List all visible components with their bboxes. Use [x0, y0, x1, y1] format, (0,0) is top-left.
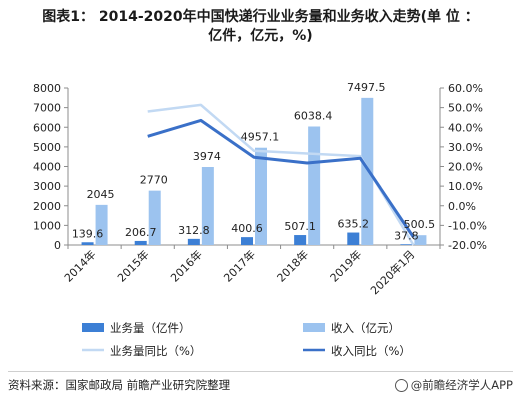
y-right-tick-label: -20.0%	[448, 239, 487, 252]
y-left-tick-label: 7000	[33, 102, 61, 115]
y-left-tick-label: 1000	[33, 219, 61, 232]
data-label-volume: 635.2	[338, 218, 370, 231]
legend-label-2: 业务量同比（%）	[110, 344, 201, 358]
data-label-volume: 507.1	[284, 220, 316, 233]
chart-canvas: 0 1000 2000 3000 4000 5000 6000 7000 8000 -20.0% -…	[33, 81, 487, 358]
footer-divider	[8, 371, 513, 372]
y-left-tick-label: 6000	[33, 121, 61, 134]
data-label-revenue: 6038.4	[294, 109, 333, 122]
bar-volume	[241, 237, 253, 245]
x-tick-label: 2018年	[274, 247, 311, 284]
y-right-tick-label: 10.0%	[448, 180, 483, 193]
legend-label-0: 业务量（亿件）	[110, 321, 191, 335]
brand-credit: @前瞻经济学人APP	[394, 377, 513, 393]
bar-revenue	[414, 235, 427, 245]
y-left-tick-label: 0	[54, 239, 61, 252]
data-label-volume: 139.6	[72, 227, 104, 240]
y-right-tick-label: 50.0%	[448, 102, 483, 115]
y-right-tick-label: 0.0%	[448, 200, 476, 213]
y-left-tick-label: 5000	[33, 141, 61, 154]
data-label-revenue: 500.5	[404, 218, 436, 231]
y-right-tick-label: 60.0%	[448, 82, 483, 95]
x-tick-label: 2017年	[221, 247, 258, 284]
bar-revenue	[361, 97, 374, 245]
x-tick-label: 2014年	[61, 247, 98, 284]
y-right-tick-label: 40.0%	[448, 121, 483, 134]
bar-volume	[134, 240, 147, 245]
data-label-revenue: 2045	[87, 188, 115, 201]
bar-revenue	[255, 147, 267, 245]
y-right-tick-label: 30.0%	[448, 141, 483, 154]
x-tick-label: 2020年1月	[367, 247, 417, 297]
bar-volume	[81, 242, 94, 245]
bar-revenue	[308, 126, 321, 245]
data-label-volume: 37.8	[394, 229, 419, 242]
bar-revenue	[148, 190, 161, 245]
y-right-tick-label: -10.0%	[448, 219, 487, 232]
data-label-volume: 312.8	[178, 224, 210, 237]
y-left-tick-label: 4000	[33, 161, 61, 174]
legend-label-1: 收入（亿元）	[331, 321, 400, 335]
bar-volume	[400, 244, 413, 245]
data-label-revenue: 7497.5	[347, 81, 386, 94]
y-left-tick-label: 2000	[33, 200, 61, 213]
bar-volume	[187, 238, 200, 245]
y-left-tick-label: 8000	[33, 82, 61, 95]
chart-title-line1: 图表1： 2014-2020年中国快递行业业务量和业务收入走势(单 位 ：	[42, 9, 479, 25]
data-label-revenue: 4957.1	[241, 131, 280, 144]
data-label-revenue: 2770	[140, 174, 168, 187]
brand-label: @前瞻经济学人APP	[410, 378, 513, 392]
data-label-revenue: 3974	[193, 150, 221, 163]
bar-revenue	[95, 204, 108, 245]
bar-revenue	[201, 167, 214, 245]
bar-volume	[294, 235, 307, 245]
legend-swatch-1	[303, 323, 325, 332]
legend-swatch-0	[82, 323, 104, 332]
x-tick-label: 2016年	[168, 247, 205, 284]
chart-title-line2: 亿件，亿元，%)	[208, 28, 313, 44]
x-tick-label: 2015年	[114, 247, 151, 284]
data-label-volume: 206.7	[125, 226, 157, 239]
bar-volume	[347, 232, 360, 245]
legend-label-3: 收入同比（%）	[331, 344, 411, 358]
x-tick-label: 2019年	[327, 247, 364, 284]
brand-logo-icon	[394, 379, 408, 392]
y-right-tick-label: 20.0%	[448, 161, 483, 174]
data-label-volume: 400.6	[231, 222, 263, 235]
y-left-tick-label: 3000	[33, 180, 61, 193]
footer: 资料来源：国家邮政局 前瞻产业研究院整理 @前瞻经济学人APP	[8, 375, 513, 397]
source-note: 资料来源：国家邮政局 前瞻产业研究院整理	[8, 378, 231, 392]
line-revenue-yoy	[147, 118, 415, 238]
chart-title: 图表1： 2014-2020年中国快递行业业务量和业务收入走势(单 位 ： 亿件…	[0, 8, 521, 46]
